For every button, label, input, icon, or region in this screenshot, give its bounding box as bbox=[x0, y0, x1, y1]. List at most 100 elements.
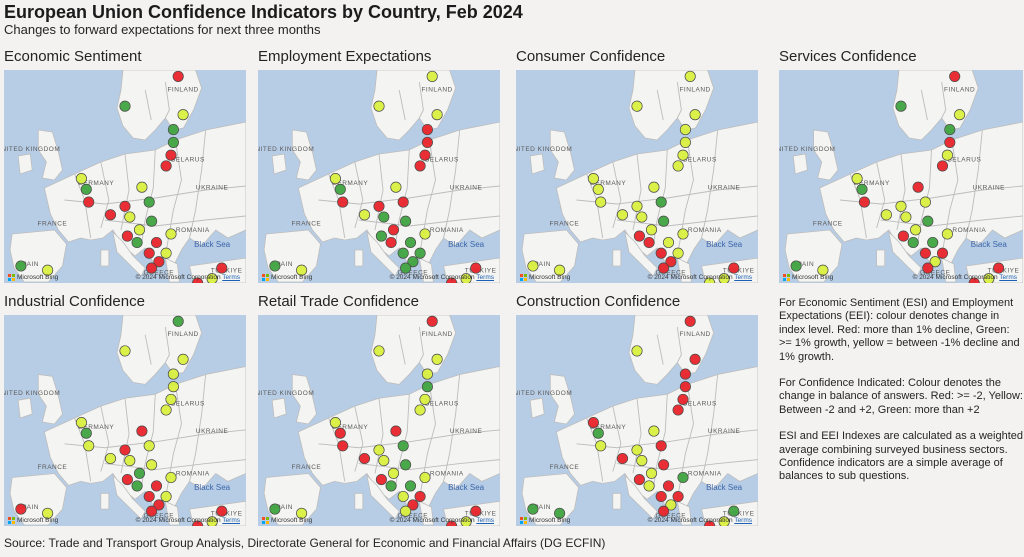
country-marker[interactable] bbox=[662, 480, 675, 492]
country-marker[interactable] bbox=[655, 247, 667, 259]
country-marker[interactable] bbox=[385, 480, 397, 492]
country-marker[interactable] bbox=[936, 160, 949, 172]
terms-link[interactable]: Terms bbox=[476, 517, 494, 524]
country-marker[interactable] bbox=[941, 228, 953, 240]
country-marker[interactable] bbox=[672, 404, 684, 416]
terms-link[interactable]: Terms bbox=[734, 274, 752, 281]
country-marker[interactable] bbox=[165, 393, 177, 405]
country-marker[interactable] bbox=[390, 181, 402, 193]
country-marker[interactable] bbox=[645, 224, 658, 236]
map-canvas[interactable]: FINLAND UNITED KINGDOM BELARUS UKRAINE GERMA… bbox=[258, 70, 500, 283]
country-marker[interactable] bbox=[407, 256, 419, 268]
country-marker[interactable] bbox=[329, 173, 341, 185]
country-marker[interactable] bbox=[165, 149, 177, 161]
country-marker[interactable] bbox=[679, 124, 691, 136]
country-marker[interactable] bbox=[419, 393, 431, 405]
country-marker[interactable] bbox=[895, 100, 907, 112]
country-marker[interactable] bbox=[633, 474, 645, 486]
country-marker[interactable] bbox=[817, 264, 829, 276]
country-marker[interactable] bbox=[119, 444, 131, 456]
country-marker[interactable] bbox=[728, 262, 740, 274]
country-marker[interactable] bbox=[133, 224, 146, 236]
country-marker[interactable] bbox=[167, 124, 179, 136]
country-marker[interactable] bbox=[133, 467, 146, 479]
country-marker[interactable] bbox=[216, 262, 228, 274]
country-marker[interactable] bbox=[121, 230, 133, 242]
country-marker[interactable] bbox=[616, 209, 629, 221]
country-marker[interactable] bbox=[124, 455, 136, 467]
country-marker[interactable] bbox=[373, 100, 385, 112]
country-marker[interactable] bbox=[172, 315, 184, 327]
country-marker[interactable] bbox=[936, 247, 949, 259]
terms-link[interactable]: Terms bbox=[734, 517, 752, 524]
country-marker[interactable] bbox=[375, 474, 387, 486]
country-marker[interactable] bbox=[421, 136, 433, 148]
country-marker[interactable] bbox=[337, 440, 349, 452]
country-marker[interactable] bbox=[895, 200, 907, 212]
country-marker[interactable] bbox=[119, 200, 131, 212]
map-canvas[interactable]: FINLAND UNITED KINGDOM BELARUS UKRAINE GERMA… bbox=[516, 315, 758, 526]
country-marker[interactable] bbox=[665, 499, 677, 511]
country-marker[interactable] bbox=[968, 277, 980, 283]
country-marker[interactable] bbox=[160, 404, 172, 416]
country-marker[interactable] bbox=[587, 173, 599, 185]
country-marker[interactable] bbox=[131, 480, 143, 492]
country-marker[interactable] bbox=[419, 471, 431, 484]
country-marker[interactable] bbox=[153, 499, 165, 511]
terms-link[interactable]: Terms bbox=[222, 517, 240, 524]
country-marker[interactable] bbox=[269, 260, 281, 272]
country-marker[interactable] bbox=[167, 136, 179, 148]
country-marker[interactable] bbox=[296, 264, 308, 276]
country-marker[interactable] bbox=[645, 467, 658, 479]
country-marker[interactable] bbox=[329, 417, 341, 429]
country-marker[interactable] bbox=[851, 173, 863, 185]
country-marker[interactable] bbox=[15, 503, 27, 515]
country-marker[interactable] bbox=[662, 236, 675, 249]
country-marker[interactable] bbox=[160, 247, 172, 259]
country-marker[interactable] bbox=[83, 196, 95, 208]
country-marker[interactable] bbox=[900, 211, 912, 223]
country-marker[interactable] bbox=[404, 480, 417, 492]
country-marker[interactable] bbox=[192, 277, 204, 283]
country-marker[interactable] bbox=[858, 196, 870, 208]
country-marker[interactable] bbox=[631, 345, 643, 357]
country-marker[interactable] bbox=[414, 160, 426, 172]
country-marker[interactable] bbox=[375, 230, 387, 242]
country-marker[interactable] bbox=[689, 353, 701, 365]
country-marker[interactable] bbox=[616, 452, 629, 465]
country-marker[interactable] bbox=[206, 273, 218, 284]
country-marker[interactable] bbox=[679, 136, 691, 148]
country-marker[interactable] bbox=[880, 209, 892, 221]
country-marker[interactable] bbox=[431, 353, 443, 365]
country-marker[interactable] bbox=[790, 260, 802, 272]
country-marker[interactable] bbox=[373, 345, 385, 357]
country-marker[interactable] bbox=[421, 124, 433, 136]
country-marker[interactable] bbox=[910, 224, 922, 236]
country-marker[interactable] bbox=[75, 417, 87, 429]
country-marker[interactable] bbox=[397, 440, 409, 452]
country-marker[interactable] bbox=[677, 471, 689, 484]
country-marker[interactable] bbox=[643, 480, 655, 492]
country-marker[interactable] bbox=[689, 109, 701, 121]
country-marker[interactable] bbox=[927, 236, 939, 249]
country-marker[interactable] bbox=[592, 183, 604, 195]
country-marker[interactable] bbox=[143, 490, 155, 503]
country-marker[interactable] bbox=[665, 256, 677, 268]
country-marker[interactable] bbox=[400, 215, 412, 227]
country-marker[interactable] bbox=[912, 181, 924, 193]
country-marker[interactable] bbox=[143, 247, 155, 259]
country-marker[interactable] bbox=[104, 452, 117, 465]
country-marker[interactable] bbox=[124, 211, 136, 223]
country-marker[interactable] bbox=[672, 490, 684, 503]
country-marker[interactable] bbox=[146, 262, 158, 274]
country-marker[interactable] bbox=[592, 427, 604, 439]
country-marker[interactable] bbox=[672, 160, 684, 172]
country-marker[interactable] bbox=[414, 247, 426, 259]
country-marker[interactable] bbox=[397, 196, 409, 208]
country-marker[interactable] bbox=[718, 273, 730, 284]
country-marker[interactable] bbox=[679, 381, 691, 393]
country-marker[interactable] bbox=[897, 230, 909, 242]
country-marker[interactable] bbox=[143, 196, 155, 208]
country-marker[interactable] bbox=[554, 264, 566, 276]
country-marker[interactable] bbox=[633, 230, 645, 242]
